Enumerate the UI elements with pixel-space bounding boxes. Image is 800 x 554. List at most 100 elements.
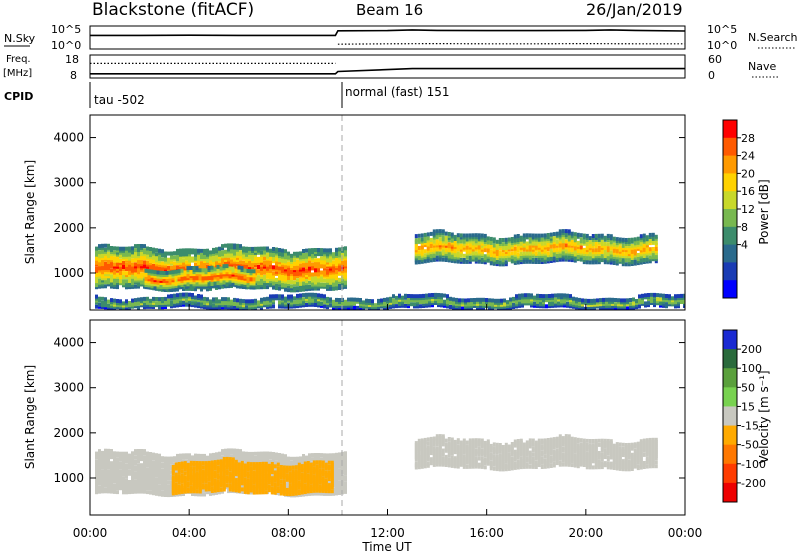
heatmap-cell [107,282,110,287]
heatmap-cell [137,252,140,257]
heatmap-cell [542,294,545,299]
heatmap-cell [648,255,652,260]
heatmap-cell [116,250,119,255]
heatmap-cell [615,249,619,254]
heatmap-cell [119,273,122,278]
heatmap-cell [636,238,640,243]
heatmap-cell [125,463,128,468]
heatmap-cell [110,262,113,267]
heatmap-cell [122,254,125,259]
colorbar-tick-label: 24 [741,150,755,163]
heatmap-cell [558,247,562,252]
heatmap-cell [206,490,209,495]
heatmap-cell [237,269,241,274]
heatmap-cell [224,249,227,254]
heatmap-cell [350,305,353,310]
heatmap-cell [95,246,98,251]
heatmap-cell [134,461,137,466]
heatmap-cell [525,247,529,252]
heatmap-cell [437,299,440,304]
heatmap-cell [419,298,422,303]
heatmap-cell [410,298,413,303]
heatmap-cell [101,450,104,455]
heatmap-cell [191,248,194,253]
heatmap-cell [540,241,544,246]
heatmap-cell [188,292,191,297]
heatmap-cell [275,271,278,276]
heatmap-cell [645,235,649,240]
heatmap-cell [221,455,224,460]
heatmap-cell [612,236,616,241]
heatmap-cell [305,264,308,269]
heatmap-cell [222,278,226,283]
heatmap-cell [326,262,329,267]
heatmap-cell [113,483,116,488]
heatmap-cell [252,279,256,284]
heatmap-cell [456,233,460,238]
heatmap-cell [254,261,257,266]
heatmap-cell [618,245,622,250]
heatmap-cell [257,256,260,261]
heatmap-cell [131,461,134,466]
heatmap-cell [531,245,535,250]
heatmap-cell [225,278,229,283]
heatmap-cell [119,246,122,251]
heatmap-cell [140,297,143,302]
heatmap-cell [483,238,487,242]
heatmap-cell [104,303,107,308]
heatmap-cell [293,302,296,307]
heatmap-cell [200,492,203,497]
heatmap-cell [335,249,338,254]
heatmap-cell [551,293,554,298]
heatmap-cell [642,235,646,240]
heatmap-cell [143,248,146,253]
heatmap-cell [320,262,323,267]
heatmap-cell [518,301,521,306]
heatmap-cell [221,250,224,255]
heatmap-cell [254,246,257,251]
heatmap-cell [251,299,254,304]
heatmap-cell [594,244,598,249]
heatmap-cell [263,297,266,302]
heatmap-cell [447,254,451,259]
heatmap-cell [468,239,472,244]
heatmap-cell [489,236,493,241]
heatmap-cell [432,245,436,250]
heatmap-cell [95,294,98,299]
heatmap-cell [519,245,523,250]
heatmap-cell [119,484,122,489]
heatmap-cell [240,280,244,285]
heatmap-cell [240,266,244,271]
heatmap-cell [218,305,221,310]
heatmap-cell [516,236,520,241]
heatmap-cell [144,268,148,273]
heatmap-cell [293,280,296,285]
heatmap-cell [546,233,550,237]
heatmap-cell [254,267,257,272]
heatmap-cell [683,304,685,308]
heatmap-cell [293,251,296,256]
heatmap-cell [131,248,134,253]
heatmap-cell [263,274,266,279]
heatmap-cell [305,292,308,297]
nave-tick-top: 60 [708,53,722,66]
heatmap-cell [305,271,308,275]
heatmap-cell [623,302,626,307]
heatmap-cell [113,298,116,303]
heatmap-cell [602,302,605,306]
heatmap-cell [290,262,293,266]
heatmap-cell [537,256,541,260]
heatmap-cell [251,257,254,262]
heatmap-cell [335,300,338,304]
heatmap-cell [125,451,128,456]
heatmap-cell [260,297,263,302]
heatmap-cell [216,277,220,282]
heatmap-cell [206,287,209,292]
heatmap-cell [335,282,338,287]
heatmap-cell [98,254,101,259]
colorbar-swatch [723,137,737,157]
heatmap-cell [236,456,239,461]
heatmap-cell [191,457,194,462]
heatmap-cell [507,243,511,248]
heatmap-cell [287,462,290,467]
